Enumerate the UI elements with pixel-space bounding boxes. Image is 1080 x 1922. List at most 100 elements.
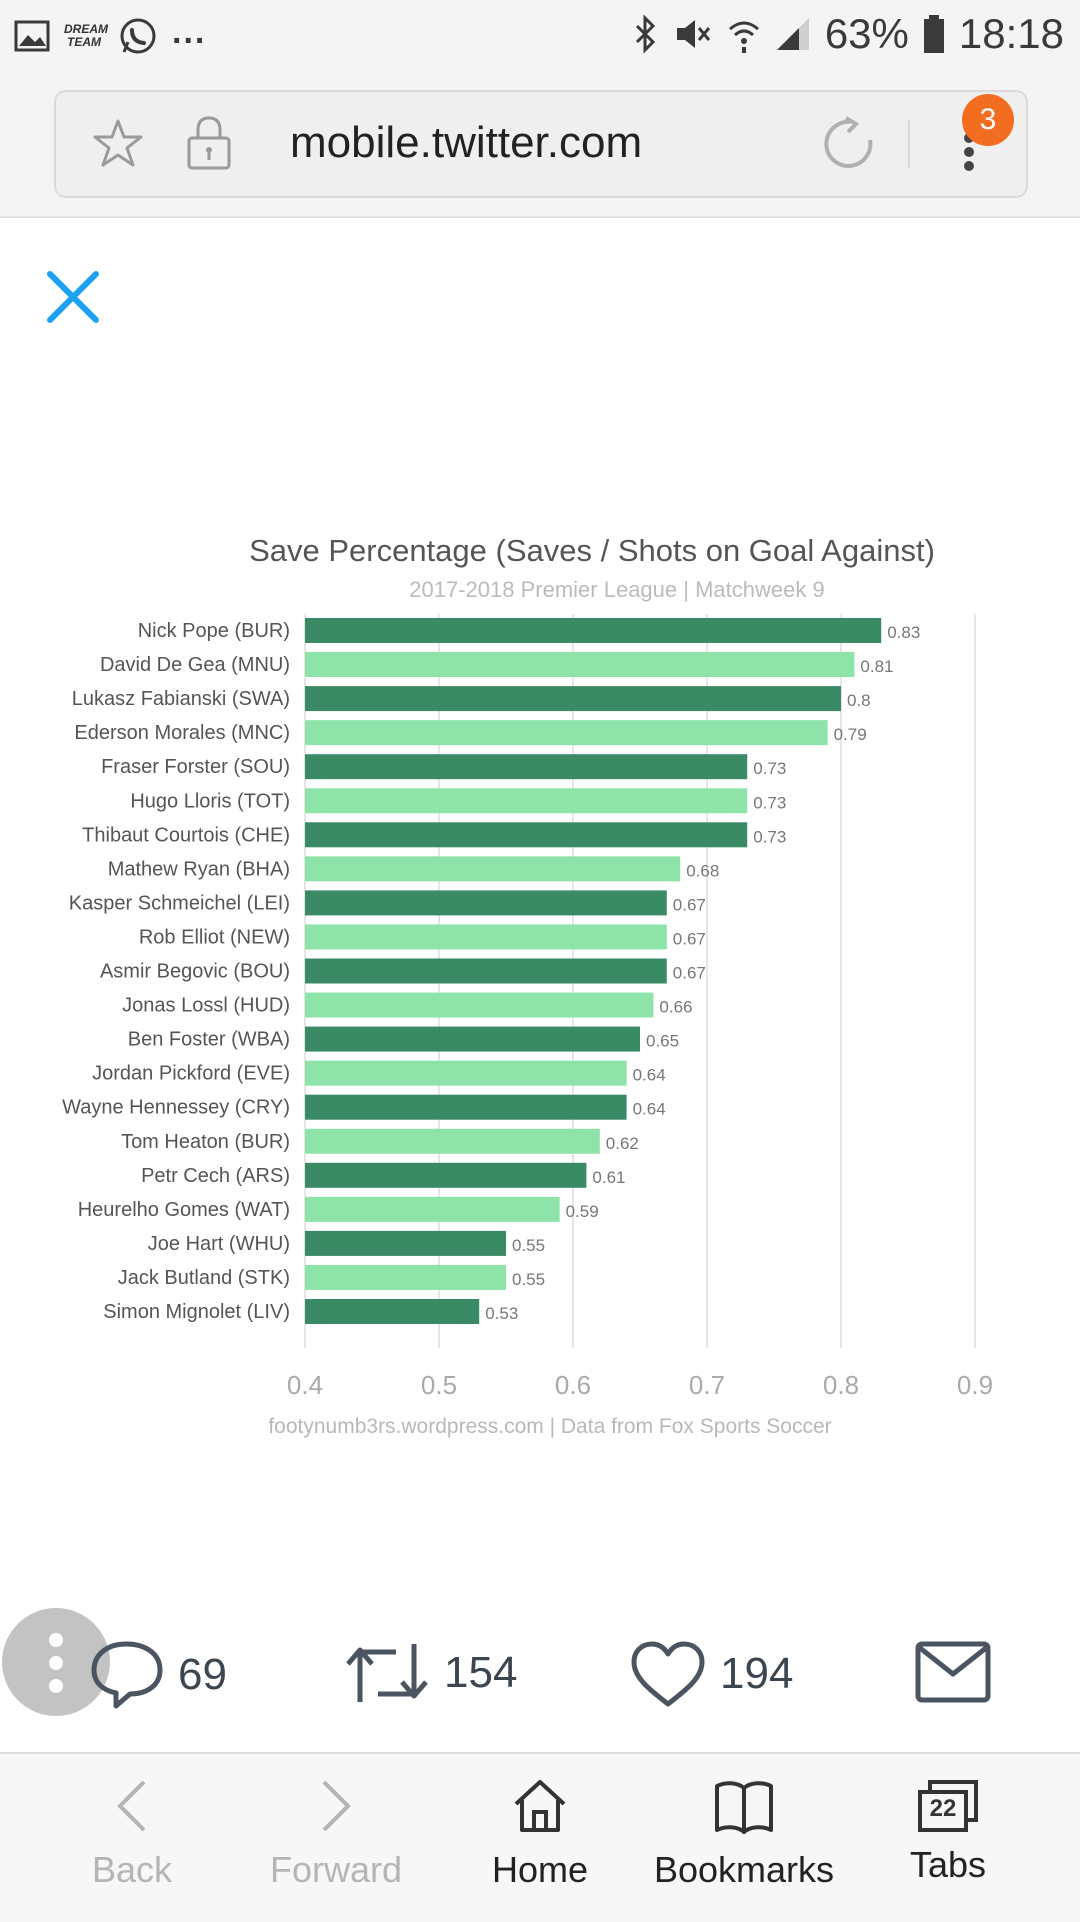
category-label: Ben Foster (WBA) <box>128 1029 290 1051</box>
nav-tabs[interactable]: 22 Tabs <box>848 1778 1048 1886</box>
category-label: Jordan Pickford (EVE) <box>92 1063 290 1085</box>
bar <box>305 1299 480 1324</box>
value-label: 0.64 <box>633 1100 666 1119</box>
value-label: 0.8 <box>847 691 871 710</box>
bar <box>305 890 667 916</box>
retweet-button[interactable]: 154 <box>344 1640 517 1706</box>
floating-menu-button[interactable] <box>2 1608 110 1716</box>
notification-badge[interactable]: 3 <box>962 94 1014 146</box>
value-label: 0.61 <box>592 1168 625 1187</box>
nav-bookmarks-label: Bookmarks <box>653 1849 835 1890</box>
battery-percent: 63% <box>824 10 909 57</box>
bar <box>305 1230 506 1256</box>
category-label: Fraser Forster (SOU) <box>101 756 290 778</box>
category-label: Heurelho Gomes (WAT) <box>78 1199 290 1221</box>
bar <box>305 652 855 678</box>
value-label: 0.83 <box>887 623 920 642</box>
bar <box>305 618 882 643</box>
category-label: Rob Elliot (NEW) <box>139 926 290 948</box>
bar <box>305 788 748 814</box>
nav-forward[interactable]: Forward <box>236 1778 436 1891</box>
bar <box>305 1128 600 1154</box>
reload-icon[interactable] <box>820 116 876 172</box>
category-label: Ederson Morales (MNC) <box>74 722 290 744</box>
value-label: 0.81 <box>860 657 893 676</box>
value-label: 0.59 <box>566 1202 599 1221</box>
bar <box>305 992 654 1018</box>
category-label: Petr Cech (ARS) <box>141 1165 290 1187</box>
nav-home-label: Home <box>491 1849 589 1890</box>
x-tick-label: 0.6 <box>555 1370 591 1400</box>
dream-team-label: DREAM TEAM <box>64 22 108 49</box>
clock-time: 18:18 <box>958 10 1064 57</box>
bookmarks-book-icon <box>715 1781 773 1834</box>
category-label: Jack Butland (STK) <box>118 1267 290 1289</box>
bar <box>305 720 828 746</box>
reply-count: 69 <box>178 1650 227 1699</box>
value-label: 0.73 <box>753 759 786 778</box>
forward-arrow-icon <box>322 1780 351 1832</box>
url-bar[interactable]: mobile.twitter.com <box>54 90 1028 198</box>
gallery-icon <box>14 20 50 52</box>
bar <box>305 822 748 848</box>
nav-home[interactable]: Home <box>440 1778 640 1891</box>
x-tick-label: 0.5 <box>421 1370 457 1400</box>
bar <box>305 1026 640 1052</box>
star-icon[interactable] <box>92 118 144 168</box>
wifi-icon <box>728 21 759 53</box>
bar <box>305 958 667 984</box>
heart-icon <box>631 1641 705 1707</box>
home-icon <box>514 1780 566 1832</box>
value-label: 0.73 <box>753 793 786 812</box>
bar <box>305 754 748 780</box>
category-label: Wayne Hennessey (CRY) <box>62 1097 290 1119</box>
bar <box>305 1162 587 1188</box>
save-percentage-chart: Save Percentage (Saves / Shots on Goal A… <box>0 518 1080 1462</box>
value-label: 0.73 <box>753 827 786 846</box>
bar <box>305 1094 627 1120</box>
whatsapp-icon <box>120 18 156 54</box>
nav-bookmarks[interactable]: Bookmarks <box>644 1778 844 1891</box>
chart-footer: footynumb3rs.wordpress.com | Data from F… <box>268 1415 831 1438</box>
status-bar: DREAM TEAM ... 63% <box>0 0 1080 78</box>
retweet-icon <box>346 1644 428 1702</box>
value-label: 0.65 <box>646 1032 679 1051</box>
x-tick-label: 0.9 <box>957 1370 993 1400</box>
value-label: 0.68 <box>686 861 719 880</box>
value-label: 0.53 <box>485 1304 518 1323</box>
nav-back[interactable]: Back <box>32 1778 232 1891</box>
bluetooth-icon <box>635 14 655 54</box>
category-label: Asmir Begovic (BOU) <box>100 961 290 983</box>
chart-title: Save Percentage (Saves / Shots on Goal A… <box>249 533 935 568</box>
value-label: 0.66 <box>659 998 692 1017</box>
url-text[interactable]: mobile.twitter.com <box>290 118 643 167</box>
dream-team-icon: DREAM TEAM <box>64 22 108 49</box>
x-tick-label: 0.7 <box>689 1370 725 1400</box>
category-label: Thibaut Courtois (CHE) <box>82 824 290 846</box>
reply-icon <box>91 1641 163 1709</box>
nav-tabs-label: Tabs <box>909 1844 987 1885</box>
close-icon[interactable] <box>44 268 102 326</box>
signal-icon <box>776 18 809 50</box>
category-label: Hugo Lloris (TOT) <box>130 790 290 812</box>
bar <box>305 924 667 950</box>
retweet-count: 154 <box>444 1648 518 1697</box>
nav-back-label: Back <box>91 1849 173 1890</box>
battery-icon <box>923 15 944 53</box>
like-count: 194 <box>720 1649 794 1698</box>
value-label: 0.64 <box>633 1066 666 1085</box>
tabs-icon: 22 <box>916 1778 980 1834</box>
category-label: Mathew Ryan (BHA) <box>108 858 290 880</box>
mail-icon <box>915 1641 991 1703</box>
value-label: 0.67 <box>673 895 706 914</box>
x-tick-label: 0.8 <box>823 1370 859 1400</box>
like-button[interactable]: 194 <box>630 1640 793 1708</box>
mute-icon <box>676 20 710 48</box>
reply-button[interactable]: 69 <box>90 1640 227 1710</box>
category-label: Nick Pope (BUR) <box>138 620 290 642</box>
toolbar-divider <box>908 120 910 168</box>
direct-message-button[interactable] <box>914 1640 992 1704</box>
chart-subtitle: 2017-2018 Premier League | Matchweek 9 <box>409 577 824 602</box>
bar <box>305 1196 560 1222</box>
category-label: Kasper Schmeichel (LEI) <box>69 892 290 914</box>
